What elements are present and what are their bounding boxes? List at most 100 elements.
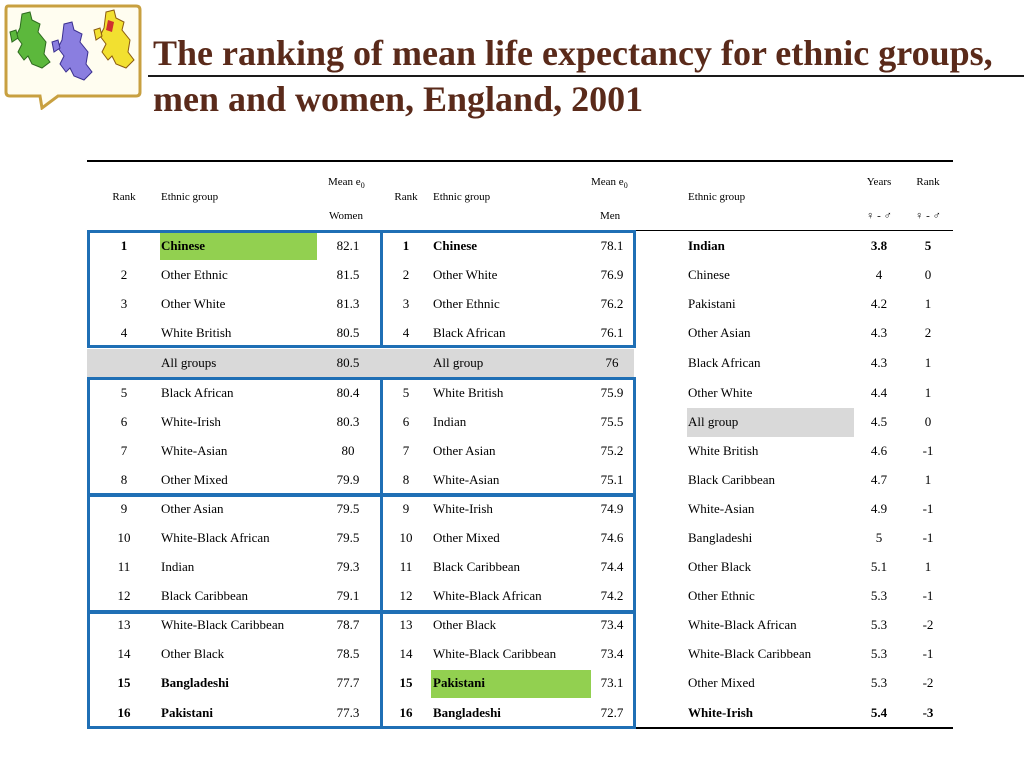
table-cell-yd: 4.5	[870, 414, 888, 429]
table-cell-rw: 6	[120, 414, 128, 429]
table-cell-gm: Indian	[433, 414, 467, 429]
header-ethnic-group-women: Ethnic group	[161, 191, 219, 203]
table-cell-vw: 82.1	[336, 238, 360, 253]
table-cell-rw: 7	[120, 443, 128, 458]
table-cell-yd: 5.3	[870, 617, 888, 632]
table-cell-rw: 2	[120, 267, 128, 282]
table-cell-rd: -1	[922, 588, 934, 603]
table-cell-gd: Black African	[688, 355, 761, 370]
table-cell-vw: 80	[341, 443, 355, 458]
table-cell-gw: White-Irish	[161, 414, 221, 429]
table-cell-vm: 74.9	[600, 501, 624, 516]
table-cell-gm: White-Black African	[433, 588, 542, 603]
table-cell-vw: 79.5	[336, 530, 360, 545]
table-cell-gw: White-Black Caribbean	[161, 617, 285, 632]
table-cell-vw: 77.3	[336, 705, 360, 720]
table-cell-rm: 5	[402, 385, 410, 400]
table-cell-rm: 15	[399, 675, 413, 690]
table-cell-rw: 8	[120, 472, 128, 487]
table-cell-gw: Chinese	[161, 238, 206, 253]
table-cell-rm: 2	[402, 267, 410, 282]
table-cell-rm: 12	[399, 588, 413, 603]
table-header-rule	[87, 230, 953, 231]
table-cell-yd: 5	[875, 530, 883, 545]
table-cell-rw: 15	[117, 675, 131, 690]
header-years-sex: ♀ - ♂	[866, 210, 892, 222]
table-cell-yd: 4.6	[870, 443, 888, 458]
table-cell-gw: Other Mixed	[161, 472, 228, 487]
table-cell-rm: 13	[399, 617, 413, 632]
table-cell-gm: Chinese	[433, 238, 478, 253]
table-cell-yd: 4.3	[870, 325, 888, 340]
table-cell-gm: Other White	[433, 267, 498, 282]
table-cell-vw: 78.5	[336, 646, 360, 661]
table-cell-vw: 79.3	[336, 559, 360, 574]
header-rank-men: Rank	[394, 191, 418, 203]
table-cell-rm: 1	[402, 238, 410, 253]
table-cell-vw: 80.3	[336, 414, 360, 429]
table-cell-vw: 79.9	[336, 472, 360, 487]
table-cell-gw: Other White	[161, 296, 226, 311]
table-cell-gd: Chinese	[688, 267, 730, 282]
table-cell-yd: 4.9	[870, 501, 888, 516]
table-cell-gw: Black Caribbean	[161, 588, 248, 603]
table-cell-rd: -2	[922, 675, 934, 690]
table-cell-vw: 81.5	[336, 267, 360, 282]
table-cell-gd: Indian	[688, 238, 725, 253]
highlight-chinese-women	[160, 232, 317, 260]
table-cell-rd: 0	[924, 414, 932, 429]
table-cell-gw: Bangladeshi	[161, 675, 229, 690]
table-cell-rd: 1	[924, 355, 932, 370]
table-cell-vm: 76.2	[600, 296, 624, 311]
table-cell-gm: White British	[433, 385, 504, 400]
table-cell-rm: 3	[402, 296, 410, 311]
table-cell-rw: 10	[117, 530, 131, 545]
table-cell-vw: 80.4	[336, 385, 360, 400]
header-women: Women	[329, 210, 363, 222]
highlight-all-groups-row	[87, 349, 634, 377]
table-cell-gm: Other Black	[433, 617, 497, 632]
table-cell-vw: 78.7	[336, 617, 360, 632]
table-cell-rd: 5	[924, 238, 932, 253]
table-cell-gd: Other Ethnic	[688, 588, 755, 603]
table-cell-vw: 81.3	[336, 296, 360, 311]
table-cell-rw: 16	[117, 705, 131, 720]
header-mean-women: Mean e0	[328, 176, 365, 191]
table-cell-vm: 76.1	[600, 325, 624, 340]
table-cell-gw: Other Black	[161, 646, 225, 661]
table-cell-vm: 75.1	[600, 472, 624, 487]
table-cell-rw: 13	[117, 617, 131, 632]
table-cell-gd: White-Black African	[688, 617, 797, 632]
table-cell-gd: White-Black Caribbean	[688, 646, 812, 661]
uk-maps-logo-icon	[4, 4, 142, 110]
header-men: Men	[600, 210, 621, 222]
table-cell-vm: 72.7	[600, 705, 624, 720]
table-cell-yd: 5.4	[870, 705, 888, 720]
header-rank-diff: Rank	[916, 176, 940, 188]
table-cell-rd: 1	[924, 296, 932, 311]
table-cell-vm: 73.4	[600, 617, 624, 632]
table-cell-gw: Pakistani	[161, 705, 214, 720]
table-cell-gw: White-Asian	[161, 443, 228, 458]
table-cell-vw: 80.5	[336, 355, 360, 370]
table-cell-yd: 4.3	[870, 355, 888, 370]
table-cell-gm: Black African	[433, 325, 506, 340]
header-rank-women: Rank	[112, 191, 136, 203]
table-cell-yd: 4	[875, 267, 883, 282]
table-cell-vw: 79.5	[336, 501, 360, 516]
table-cell-rm: 8	[402, 472, 410, 487]
table-cell-gm: White-Irish	[433, 501, 493, 516]
table-cell-rd: -1	[922, 501, 934, 516]
table-cell-gw: White British	[161, 325, 232, 340]
header-ethnic-group-diff: Ethnic group	[688, 191, 746, 203]
table-cell-yd: 4.7	[870, 472, 888, 487]
table-cell-gw: All groups	[161, 355, 217, 370]
table-cell-yd: 4.4	[870, 385, 888, 400]
table-cell-rw: 1	[120, 238, 128, 253]
table-cell-gm: Black Caribbean	[433, 559, 520, 574]
table-cell-vm: 76.9	[600, 267, 624, 282]
table-cell-rw: 11	[117, 559, 131, 574]
table-cell-gd: Bangladeshi	[688, 530, 753, 545]
table-cell-yd: 3.8	[870, 238, 888, 253]
table-cell-rm: 6	[402, 414, 410, 429]
